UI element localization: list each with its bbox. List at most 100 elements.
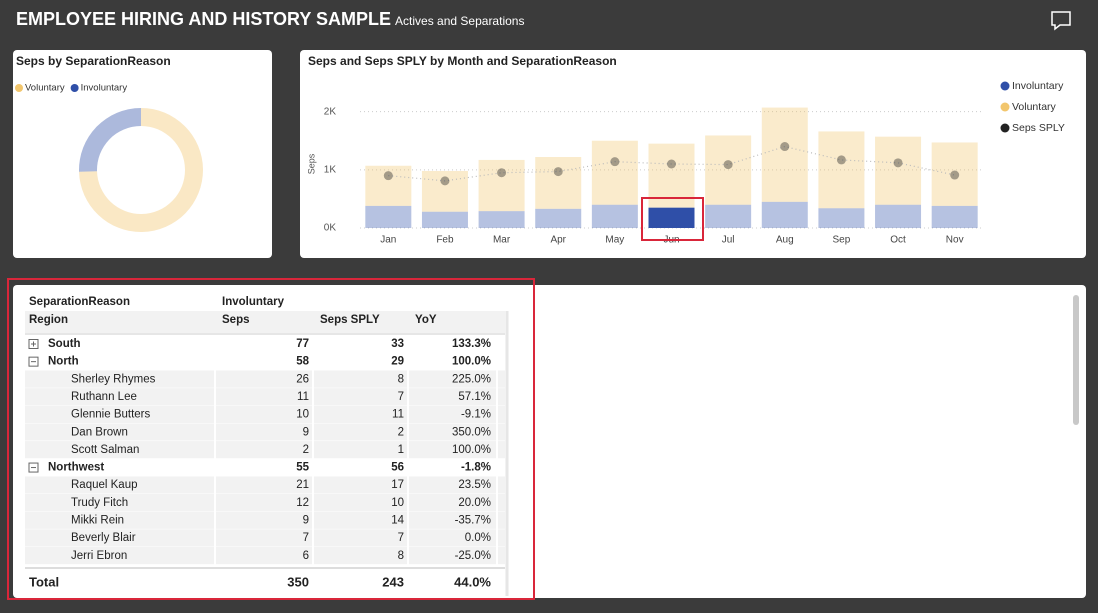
sply-dot [497,168,507,178]
cell: 12 [296,497,309,509]
member-name: Trudy Fitch [71,497,128,509]
cell: 2 [303,444,309,456]
row-bg [25,335,505,353]
cell: 11 [297,391,309,403]
cell: 10 [391,497,404,509]
legend-label: Involuntary [1012,80,1064,92]
cell: 7 [398,391,404,403]
bar-segment [478,211,525,228]
expander[interactable] [28,339,39,349]
cell: 7 [303,532,309,544]
donut-card [13,50,272,258]
x-tick-label: Apr [550,235,566,246]
cell: 100.0% [452,356,491,368]
total-cell: 243 [382,574,404,589]
total-cell: 350 [287,574,309,589]
total-cell: 44.0% [454,574,491,589]
sply-dot [667,159,676,169]
sply-dot [723,160,733,170]
cell: 23.5% [458,479,491,491]
cell: -9.1% [461,409,491,421]
comment-icon[interactable] [1051,11,1071,31]
table-body: South 77 33 133.3%North 58 29 100.0%Sherley Rh… [25,335,505,567]
sply-dot [893,158,903,168]
x-tick-label: Jul [722,235,735,246]
cell: 17 [391,479,404,491]
donut-slice [79,108,141,172]
cell: 7 [398,532,404,544]
cell: 9 [303,515,309,527]
cell: 133.3% [452,338,491,350]
legend-label: Voluntary [1012,101,1057,113]
sply-dot [780,142,790,152]
bar-segment [591,140,638,205]
cell: 33 [391,338,404,350]
bar-segment [591,204,638,228]
cell: 225.0% [452,373,491,385]
sply-dot [950,170,960,180]
row-bg [25,529,505,547]
member-name: Ruthann Lee [71,391,137,403]
sply-dot [610,157,620,167]
sply-dot [440,176,450,186]
column-header: YoY [415,314,437,326]
legend-label: Voluntary [25,83,65,94]
bar-segment [875,136,922,205]
total-label: Total [29,574,59,589]
column-header: Seps SPLY [320,314,380,326]
member-name: Beverly Blair [71,532,136,544]
cell: 20.0% [458,497,491,509]
bar-segment [648,143,695,208]
x-tick-label: Sep [833,235,851,246]
x-tick-label: Jan [380,235,396,246]
expander[interactable] [28,462,39,473]
bar-segment [535,157,582,209]
legend-dot [1000,81,1010,91]
row-bg [25,405,505,423]
row-bg [25,423,505,441]
cell: 8 [398,373,404,385]
sply-line [388,145,955,182]
row-bg [25,494,505,512]
legend-label: Involuntary [81,83,128,94]
cell: 6 [303,550,309,562]
cell: 26 [296,373,309,385]
y-tick-label: 1K [324,164,337,175]
group-name: North [48,356,79,368]
cell: 21 [296,479,309,491]
cell: 100.0% [452,444,491,456]
row-bg [25,458,505,476]
scrollbar[interactable] [1073,295,1079,425]
expander[interactable] [28,356,39,367]
cell: 2 [398,426,404,438]
row-bg [25,511,505,529]
member-name: Mikki Rein [71,515,124,527]
cell: 55 [296,462,309,474]
bar-card [300,50,1086,258]
bar-segment [818,131,865,209]
column-header: Region [29,314,68,326]
column-header: Seps [222,314,250,326]
member-name: Dan Brown [71,426,128,438]
cell: 57.1% [458,391,491,403]
bar-segment [705,135,752,205]
cell: -1.8% [461,462,491,474]
cell: 10 [296,409,309,421]
row-bg [25,476,505,494]
row-bg [25,388,505,406]
cell: 29 [391,356,404,368]
row-bg [25,370,505,388]
bar-segment [365,205,412,228]
bar-segment [761,201,808,228]
group-name: South [48,338,81,350]
sply-dot [836,155,846,165]
member-name: Sherley Rhymes [71,373,156,385]
member-name: Jerri Ebron [71,550,127,562]
legend-dot [15,84,23,92]
donut-chart: Voluntary Involuntary [15,83,203,232]
group-name: Northwest [48,462,104,474]
bar-segment [535,208,582,228]
page-title: EMPLOYEE HIRING AND HISTORY SAMPLE [16,9,391,29]
